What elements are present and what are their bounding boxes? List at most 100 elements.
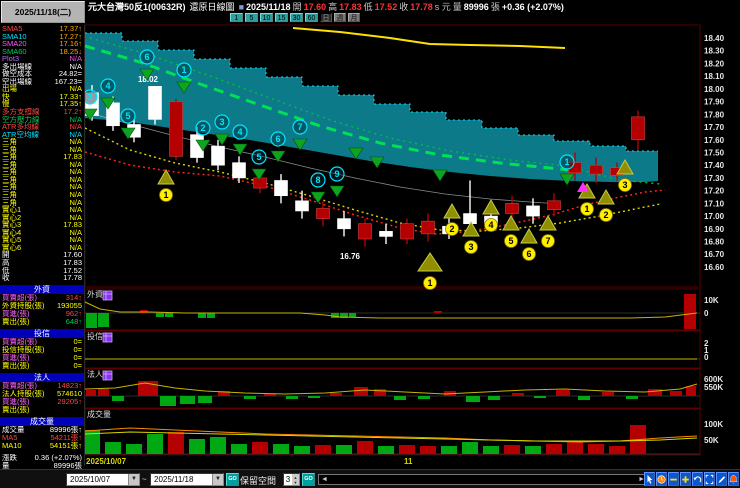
expand-icon[interactable] [704,472,715,486]
signal-number-icon [159,188,173,202]
go-button-2[interactable]: GO [302,473,315,486]
candle-body [526,205,540,217]
timeframe-button-15[interactable]: 15 [275,13,288,22]
quote-token: 89996 [463,2,489,12]
chart-text: 18.02 [138,75,159,84]
indicator-row: 三角 N/A [0,183,84,191]
timeframe-button-60[interactable]: 60 [305,13,318,22]
indicator-label: 三角 [2,160,17,169]
indicator-value: 29205↑ [57,397,82,406]
sell-triangle-icon [120,127,136,140]
indicator-label: 成交量 [2,425,25,434]
indicator-label: ATR多均線 [2,123,39,131]
panel-bar [434,311,442,313]
date-from-select[interactable]: 2025/10/07 ▼ [66,473,140,486]
volume-bar [252,442,268,454]
volume-bar [462,442,478,454]
indicator-row: SMA60 18.25↓ [0,48,84,56]
indicator-row: ATR空均線 N/A [0,131,84,139]
scroll-left-icon[interactable]: ◄ [321,476,328,483]
indicator-row: 三角 N/A [0,199,84,207]
indicator-value: N/A [69,183,82,192]
volume-bar [210,437,226,454]
indicator-row: 三角 N/A [0,146,84,154]
period-tab-日[interactable]: 日 [320,13,332,22]
indicator-label: 三角 [2,198,17,207]
signal-circle-icon [329,166,345,182]
chart-text: 6 [275,134,280,144]
chart-text: 100K [704,420,723,429]
indicator-row: 實心2 N/A [0,214,84,222]
quote-token: 張 [490,2,500,12]
chart-text: 17.30 [704,174,725,183]
indicator-value: 17.83 [63,258,82,267]
indicator-row: 多出場線 N/A [0,63,84,71]
quote-token: 17.60 [303,2,327,12]
indicator-row: 實心6 N/A [0,244,84,252]
candle-body [337,218,351,230]
indicator-value: N/A [69,123,82,131]
candle-body [463,213,477,225]
sell-triangle-icon [329,185,345,198]
chevron-down-icon[interactable]: ▼ [212,474,223,485]
cloud-top-line [85,32,658,152]
signal-number-icon [445,222,459,236]
signal-circle-icon [270,131,286,147]
table-icon[interactable] [102,290,113,301]
chart-text: 10K [704,296,719,305]
indicator-row: 開 17.60 [0,251,84,259]
cursor-icon[interactable] [644,472,655,486]
scroll-right-icon[interactable]: ► [638,476,645,483]
date-to-select[interactable]: 2025/11/18 ▼ [150,473,224,486]
indicator-row: Plot3 N/A [0,55,84,63]
indicator-value: 17.33↑ [59,92,82,101]
timeframe-button-10[interactable]: 10 [260,13,273,22]
timeframe-button-30[interactable]: 30 [290,13,303,22]
indicator-row: 漲跌 0.36 (+2.07%) [0,454,84,462]
indicator-value: N/A [69,55,82,63]
chart-text: 18.20 [704,59,725,68]
volume-bar [378,446,394,454]
zoom-in-icon[interactable] [680,472,691,486]
signal-number-icon [423,276,437,290]
period-tab-週[interactable]: 週 [334,13,346,22]
red-dotted-line [84,151,666,235]
table-icon[interactable] [102,332,113,343]
chart-text: 3 [468,242,473,252]
indicator-row: 賣出(張) 0= [0,362,84,370]
sell-triangle-icon [100,97,116,110]
panel-bar [160,396,176,406]
clock-icon[interactable] [656,472,667,486]
alert-icon[interactable] [728,472,739,486]
indicator-label: 法人持股(張) [2,389,45,398]
chevron-down-icon[interactable]: ▼ [128,474,139,485]
green-dashed-line [84,44,579,173]
panel-bar [198,313,206,318]
signal-circle-icon [214,114,230,130]
horizontal-scrollbar[interactable]: ◄ ► [318,474,648,485]
signal-number-icon [599,208,613,222]
zoom-out-icon[interactable] [668,472,679,486]
panel-line [84,382,698,395]
timeframe-button-5[interactable]: 5 [245,13,258,22]
timeframe-button-1[interactable]: 1 [230,13,243,22]
undo-icon[interactable] [692,472,703,486]
signal-circle-icon [559,154,575,170]
volume-bar [189,439,205,454]
panel-bar [86,390,96,396]
draw-icon[interactable] [716,472,727,486]
indicator-row: 投信持股(張) 0= [0,346,84,354]
reserve-space-input[interactable]: 3 ▲ ▼ [283,473,300,486]
go-button[interactable]: GO [226,473,239,486]
spinner-arrows-icon[interactable]: ▲ ▼ [292,474,299,485]
indicator-value: 0= [73,337,82,346]
chart-text: 3 [219,117,224,127]
indicator-label: 做空成本 [2,70,32,78]
buy-triangle-icon [482,198,500,215]
indicator-value: N/A [69,85,82,93]
indicator-row: 買進(張) 962↑ [0,310,84,318]
period-tab-月[interactable]: 月 [348,13,360,22]
table-icon[interactable] [102,370,113,381]
